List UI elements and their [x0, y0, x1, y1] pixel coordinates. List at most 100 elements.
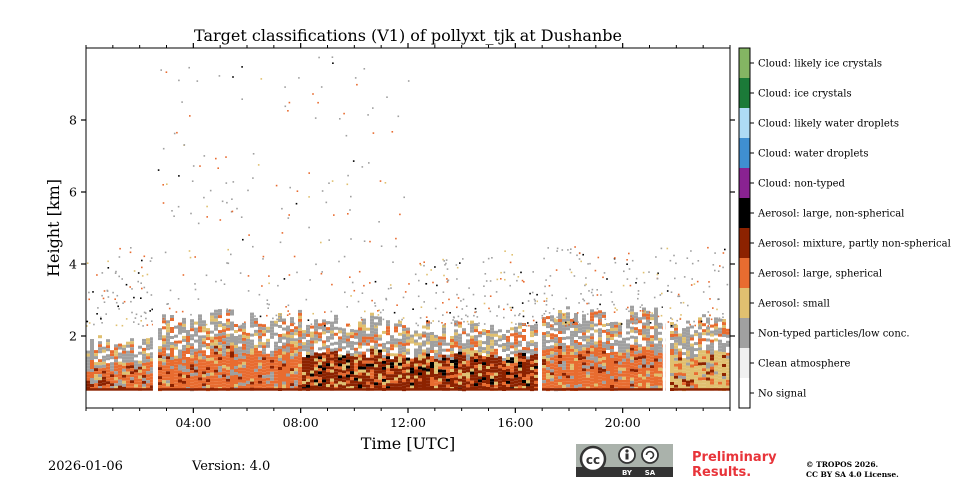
heatmap-cell [338, 339, 342, 343]
heatmap-cell [578, 384, 582, 388]
heatmap-cell [386, 374, 390, 378]
heatmap-cell [402, 379, 406, 383]
heatmap-cell [702, 359, 706, 363]
heatmap-cell [214, 315, 218, 319]
heatmap-cell [162, 383, 166, 387]
speckle-cell [146, 324, 149, 326]
heatmap-cell [146, 377, 150, 381]
speckle-cell [129, 286, 131, 288]
heatmap-cell [430, 332, 434, 335]
heatmap-cell [590, 381, 594, 385]
heatmap-cell [266, 359, 270, 363]
speckle-cell [423, 261, 425, 263]
heatmap-cell [534, 374, 538, 378]
heatmap-cell [138, 369, 142, 373]
heatmap-cell [322, 382, 326, 386]
heatmap-cell [466, 345, 470, 349]
heatmap-cell [558, 337, 562, 340]
heatmap-cell [86, 374, 90, 378]
heatmap-cell [190, 319, 194, 323]
heatmap-cell [206, 328, 210, 332]
heatmap-cell [258, 356, 262, 360]
heatmap-cell [302, 384, 306, 388]
heatmap-cell [102, 388, 106, 391]
heatmap-cell [210, 363, 214, 367]
heatmap-cell [194, 381, 198, 385]
heatmap-cell [614, 375, 618, 379]
heatmap-cell [166, 341, 170, 345]
heatmap-cell [714, 317, 718, 321]
heatmap-cell [170, 318, 174, 321]
speckle-cell [364, 310, 366, 313]
heatmap-cell [146, 380, 150, 384]
heatmap-cell [654, 313, 658, 317]
heatmap-cell [218, 375, 222, 379]
heatmap-cell [674, 348, 678, 352]
speckle-cell [614, 261, 617, 264]
heatmap-cell [426, 356, 430, 360]
heatmap-cell [430, 374, 434, 377]
speckle-cell [328, 239, 330, 241]
heatmap-cell [562, 360, 566, 364]
heatmap-cell [258, 338, 262, 342]
speckle-cell [517, 276, 520, 278]
speckle-cell [86, 262, 89, 264]
heatmap-cell [418, 336, 422, 340]
data-gap [662, 300, 666, 408]
heatmap-cell [646, 361, 650, 365]
heatmap-cell [714, 359, 718, 363]
heatmap-cell [450, 342, 454, 345]
heatmap-cell [210, 330, 214, 334]
speckle-cell [103, 301, 106, 303]
speckle-cell [586, 313, 589, 315]
heatmap-cell [242, 376, 246, 380]
heatmap-cell [490, 336, 494, 340]
speckle-cell [225, 156, 227, 158]
speckle-cell [181, 101, 183, 103]
heatmap-cell [630, 329, 634, 333]
heatmap-cell [370, 369, 374, 373]
heatmap-cell [634, 369, 638, 373]
heatmap-cell [206, 358, 210, 362]
heatmap-cell [578, 342, 582, 346]
heatmap-cell [722, 385, 726, 388]
speckle-cell [574, 246, 576, 248]
heatmap-cell [462, 385, 466, 389]
heatmap-cell [478, 346, 482, 350]
heatmap-cell [570, 384, 574, 388]
heatmap-cell [266, 377, 270, 381]
speckle-cell [88, 291, 90, 294]
heatmap-cell [174, 355, 178, 359]
heatmap-cell [338, 375, 342, 379]
heatmap-cell [470, 362, 474, 366]
heatmap-cell [642, 358, 646, 362]
speckle-cell [556, 316, 558, 319]
heatmap-cell [170, 375, 174, 378]
heatmap-cell [518, 367, 522, 371]
heatmap-cell [242, 340, 246, 344]
heatmap-cell [194, 339, 198, 343]
heatmap-cell [714, 380, 718, 384]
heatmap-cell [622, 388, 626, 391]
speckle-cell [722, 252, 725, 254]
heatmap-cell [362, 330, 366, 334]
heatmap-cell [126, 374, 130, 378]
heatmap-cell [642, 361, 646, 365]
heatmap-cell [578, 348, 582, 352]
heatmap-cell [282, 363, 286, 367]
heatmap-cell [326, 348, 330, 352]
heatmap-cell [630, 388, 634, 391]
speckle-cell [583, 299, 586, 302]
heatmap-cell [390, 383, 394, 387]
heatmap-cell [546, 340, 550, 344]
heatmap-cell [310, 349, 314, 353]
heatmap-cell [422, 382, 426, 386]
heatmap-cell [358, 381, 362, 385]
heatmap-cell [646, 343, 650, 347]
heatmap-cell [522, 362, 526, 365]
heatmap-cell [598, 319, 602, 323]
heatmap-cell [442, 354, 446, 358]
speckle-cell [585, 277, 587, 279]
heatmap-cell [678, 366, 682, 370]
heatmap-cell [250, 333, 254, 337]
